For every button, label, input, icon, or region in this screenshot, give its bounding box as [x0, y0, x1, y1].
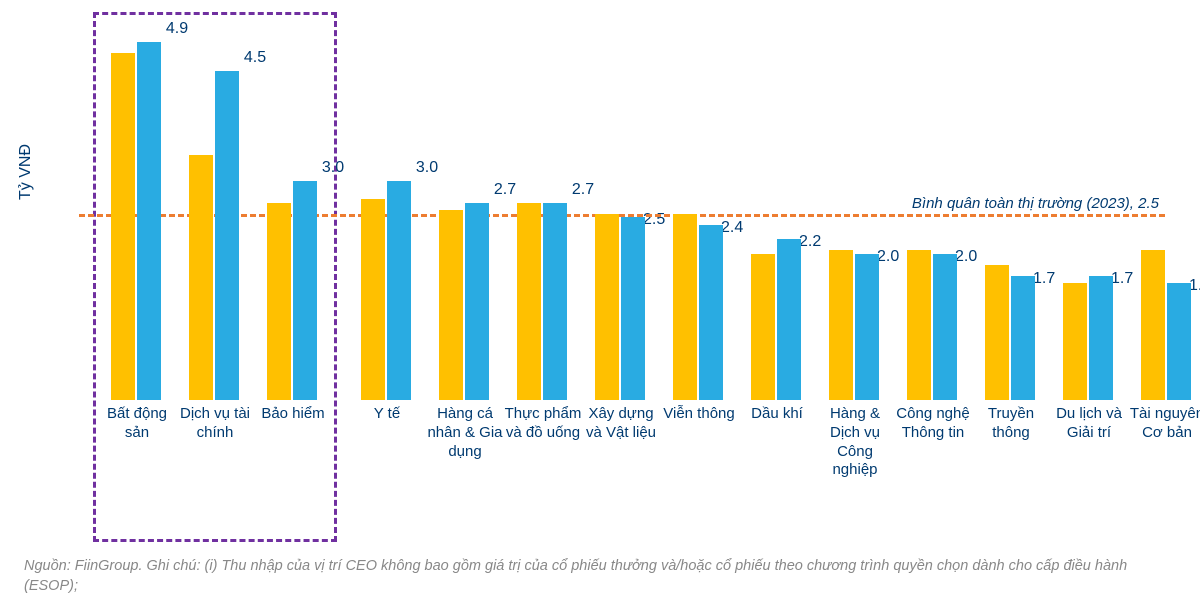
x-axis-label: Tài nguyên Cơ bản: [1127, 405, 1200, 443]
bar-right: [777, 239, 801, 400]
bar-right: 2.7: [543, 203, 567, 400]
bar-left: [111, 53, 135, 400]
bar-left: [751, 254, 775, 400]
x-axis-label: Công nghệ Thông tin: [893, 405, 973, 443]
value-label: 3.0: [405, 159, 449, 181]
bar-left: [829, 250, 853, 400]
x-axis-label: Bất động sản: [97, 405, 177, 443]
bar-right: [1089, 276, 1113, 400]
value-label: 3.0: [311, 159, 355, 181]
bar-chart: Tỷ VNĐ Bình quân toàn thị trường (2023),…: [25, 10, 1175, 540]
footnote: Nguồn: FiinGroup. Ghi chú: (i) Thu nhập …: [24, 556, 1164, 597]
bar-left: [439, 210, 463, 400]
x-axis-label: Xây dựng và Vật liệu: [581, 405, 661, 443]
x-axis-label: Thực phẩm và đồ uống: [503, 405, 583, 443]
bar-right: [1167, 283, 1191, 400]
bar-right: 4.9: [137, 42, 161, 400]
bar-right: [699, 225, 723, 400]
bar-right: [1011, 276, 1035, 400]
bar-right: [855, 254, 879, 400]
x-axis-label: Du lịch và Giải trí: [1049, 405, 1129, 443]
bar-left: [907, 250, 931, 400]
bar-right: 4.5: [215, 71, 239, 400]
x-axis-label: Viễn thông: [659, 405, 739, 424]
x-axis-label: Truyền thông: [971, 405, 1051, 443]
bar-left: [673, 214, 697, 400]
value-label: 2.7: [561, 181, 605, 203]
bar-left: [985, 265, 1009, 400]
bar-left: [361, 199, 385, 400]
bar-right: 3.0: [387, 181, 411, 400]
bar-right: [933, 254, 957, 400]
x-axis-label: Dầu khí: [737, 405, 817, 424]
x-axis-label: Hàng & Dịch vụ Công nghiệp: [815, 405, 895, 480]
y-axis-label: Tỷ VNĐ: [17, 144, 35, 200]
bar-left: [517, 203, 541, 400]
bar-left: [595, 214, 619, 400]
value-label: 4.5: [233, 49, 277, 71]
bar-right: [621, 217, 645, 400]
plot-area: Bình quân toàn thị trường (2023), 2.5 4.…: [79, 20, 1165, 400]
x-axis-label: Y tế: [347, 405, 427, 424]
bar-left: [1141, 250, 1165, 400]
x-axis-label: Hàng cá nhân & Gia dụng: [425, 405, 505, 461]
value-label: 2.7: [483, 181, 527, 203]
x-axis-label: Dịch vụ tài chính: [175, 405, 255, 443]
x-axis-label: Bảo hiểm: [253, 405, 333, 424]
bar-right: 2.7: [465, 203, 489, 400]
bar-right: 3.0: [293, 181, 317, 400]
reference-line-label: Bình quân toàn thị trường (2023), 2.5: [912, 195, 1159, 212]
bar-left: [1063, 283, 1087, 400]
value-label: 2.4: [721, 219, 757, 241]
bar-left: [267, 203, 291, 400]
bar-left: [189, 155, 213, 400]
value-label: 4.9: [155, 20, 199, 42]
